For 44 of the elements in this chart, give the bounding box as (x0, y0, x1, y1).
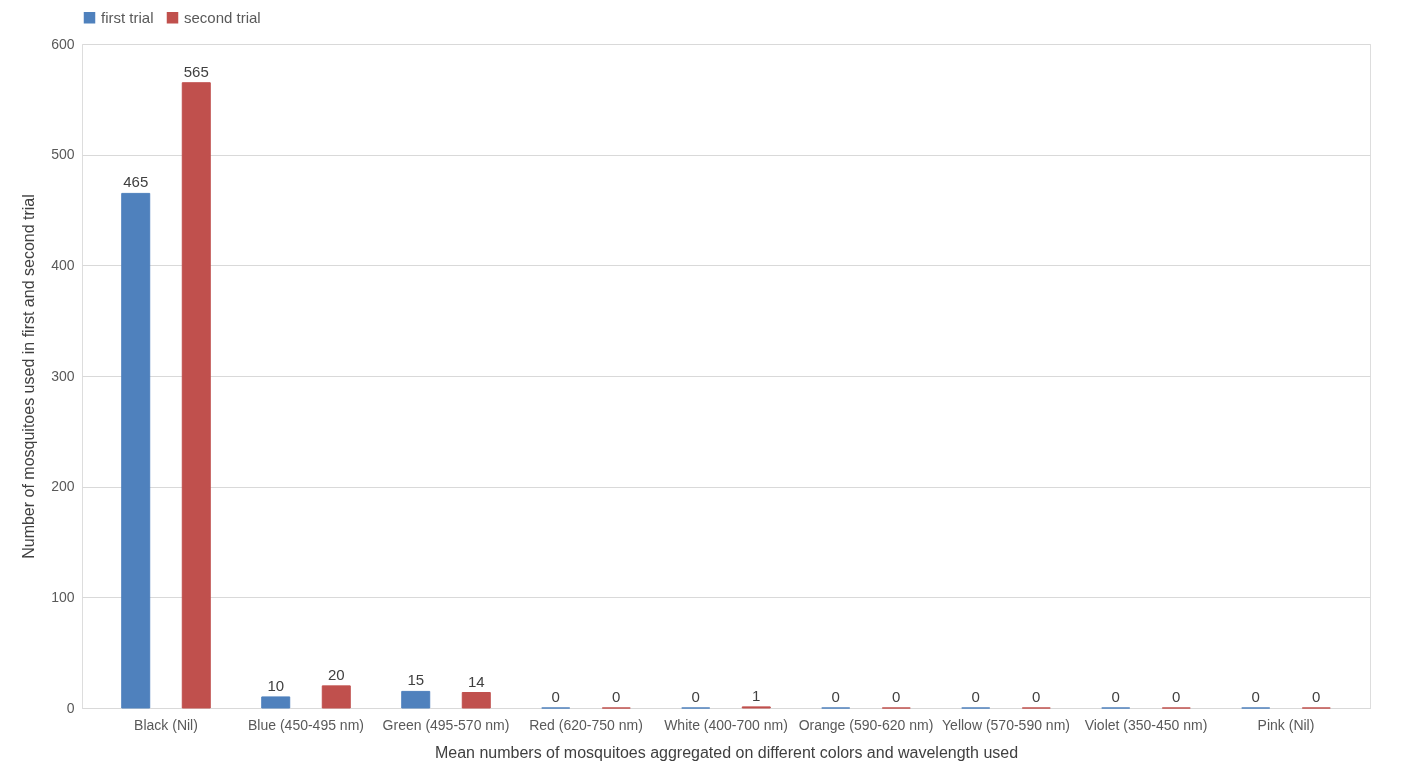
x-tick-label: Yellow (570-590 nm) (942, 716, 1070, 733)
y-tick-label: 500 (51, 146, 75, 163)
y-tick-label: 200 (51, 478, 75, 495)
x-tick-label: Black (Nil) (134, 716, 198, 733)
data-label: 0 (1251, 688, 1260, 705)
data-label: 1 (752, 686, 761, 704)
x-tick-label: Violet (350-450 nm) (1084, 716, 1208, 733)
bar (401, 690, 431, 709)
bar (181, 82, 211, 709)
data-label: 0 (1172, 688, 1181, 705)
data-label: 0 (691, 688, 700, 705)
data-label: 15 (407, 671, 425, 689)
x-tick-label: Orange (590-620 nm) (798, 716, 934, 733)
data-label: 0 (612, 688, 621, 705)
data-label: 0 (971, 688, 980, 705)
data-label: 10 (267, 676, 285, 694)
data-label: 465 (123, 173, 149, 191)
data-label: 14 (467, 672, 485, 690)
data-label: 565 (183, 62, 209, 80)
bar (461, 692, 491, 709)
y-tick-label: 0 (66, 699, 75, 716)
y-tick-label: 300 (51, 367, 75, 384)
legend-label: first trial (101, 8, 154, 26)
data-label: 20 (327, 665, 345, 683)
y-tick-label: 100 (51, 588, 75, 605)
x-tick-label: Red (620-750 nm) (529, 716, 643, 733)
legend-label: second trial (184, 8, 261, 26)
y-tick-label: 600 (51, 35, 75, 52)
y-tick-label: 400 (51, 256, 75, 273)
x-tick-label: Green (495-570 nm) (382, 716, 510, 733)
data-label: 0 (831, 688, 840, 705)
y-axis-title: Number of mosquitoes used in first and second trial (20, 194, 38, 559)
data-label: 0 (892, 688, 901, 705)
x-axis-title: Mean numbers of mosquitoes aggregated on different colors and wavelength used (434, 743, 1019, 761)
bar (121, 192, 151, 709)
bar (321, 685, 351, 709)
bar (261, 696, 291, 709)
data-label: 0 (1032, 688, 1041, 705)
x-tick-label: Pink (Nil) (1257, 716, 1315, 733)
x-tick-label: White (400-700 nm) (664, 716, 788, 733)
data-label: 0 (551, 688, 560, 705)
x-tick-label: Blue (450-495 nm) (248, 716, 364, 733)
data-label: 0 (1111, 688, 1120, 705)
data-label: 0 (1312, 688, 1321, 705)
